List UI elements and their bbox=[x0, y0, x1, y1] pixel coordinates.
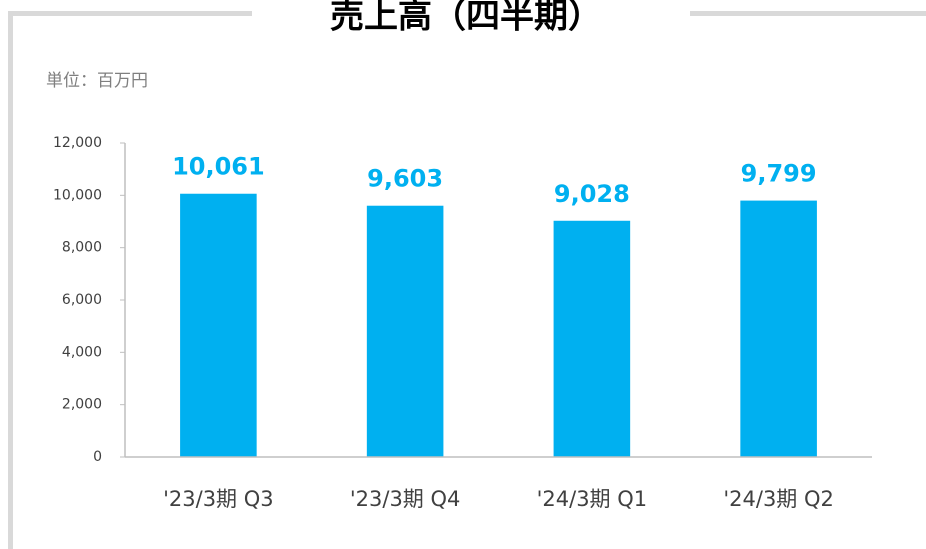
y-tick-label: 10,000 bbox=[53, 187, 102, 203]
x-tick-label: '24/3期 Q1 bbox=[537, 487, 648, 511]
y-tick-label: 0 bbox=[93, 449, 102, 465]
chart-title: 売上高（四半期） bbox=[330, 0, 602, 37]
y-tick-label: 12,000 bbox=[53, 135, 102, 151]
y-tick-label: 2,000 bbox=[62, 397, 102, 413]
x-tick-label: '24/3期 Q2 bbox=[723, 487, 834, 511]
bar bbox=[180, 193, 257, 457]
value-label: 9,028 bbox=[554, 180, 630, 208]
y-tick-label: 6,000 bbox=[62, 292, 102, 308]
bar bbox=[553, 220, 631, 457]
frame bbox=[8, 11, 926, 549]
value-label: 9,603 bbox=[367, 165, 443, 193]
x-tick-label: '23/3期 Q3 bbox=[163, 487, 274, 511]
y-tick-label: 4,000 bbox=[62, 344, 102, 360]
bar bbox=[366, 205, 444, 457]
frame-left bbox=[8, 11, 13, 549]
y-tick-label: 8,000 bbox=[62, 240, 102, 256]
bar bbox=[740, 200, 817, 457]
frame-top-left bbox=[8, 11, 252, 16]
x-tick-label: '23/3期 Q4 bbox=[350, 487, 461, 511]
frame-top-right bbox=[690, 11, 926, 16]
unit-label: 単位：百万円 bbox=[46, 71, 148, 91]
value-label: 10,061 bbox=[172, 153, 265, 181]
value-label: 9,799 bbox=[741, 160, 817, 188]
